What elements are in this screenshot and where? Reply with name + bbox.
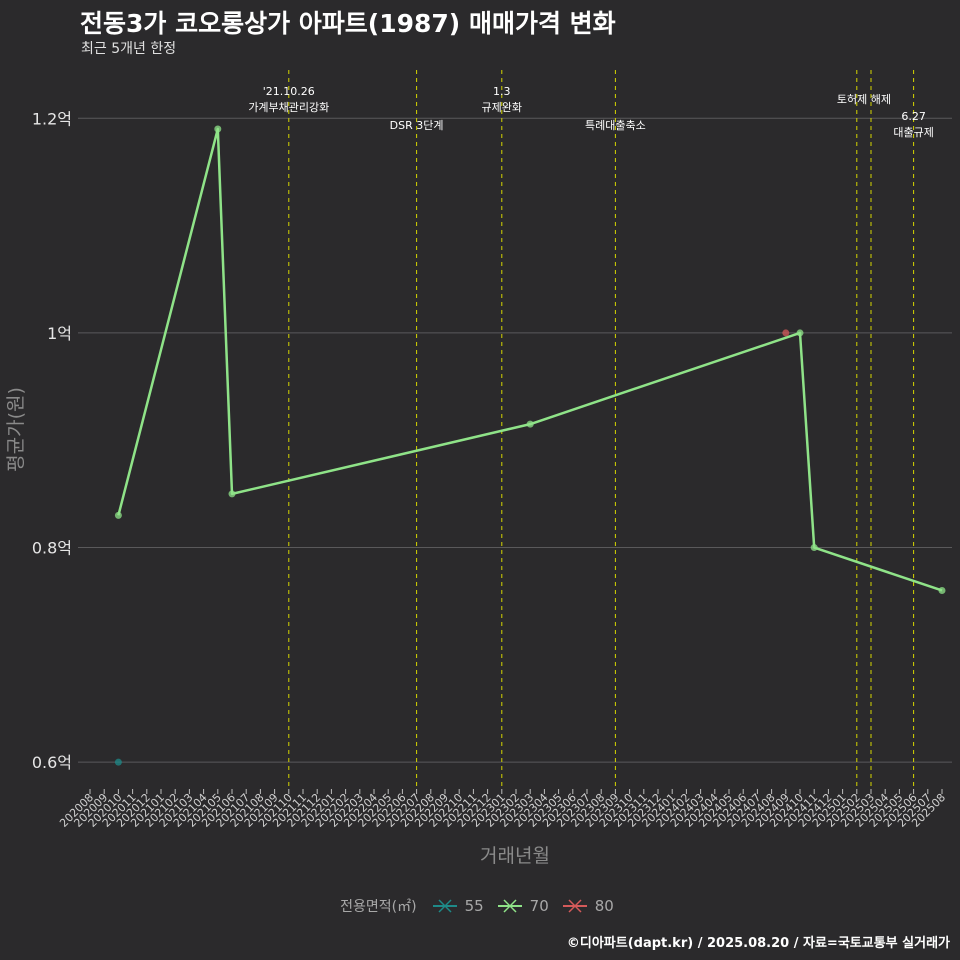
data-point-80	[782, 329, 790, 337]
legend-key-80	[562, 899, 587, 913]
event-label: 규제완화	[482, 101, 522, 114]
event-label: 1.3	[493, 85, 511, 98]
legend-label: 80	[594, 897, 614, 915]
legend-item-80: 80	[561, 896, 614, 916]
data-point-55	[114, 758, 122, 766]
data-point-70	[214, 125, 222, 133]
legend-item-55: 55	[431, 896, 484, 916]
event-label: 대출규제	[893, 126, 933, 139]
data-point-70	[810, 544, 818, 552]
y-tick-label: 0.8억	[32, 539, 72, 558]
data-point-70	[228, 490, 236, 498]
source-caption: ©디아파트(dapt.kr) / 2025.08.20 / 자료=국토교통부 실…	[566, 936, 950, 951]
legend-key-70	[497, 899, 522, 913]
data-point-70	[114, 511, 122, 519]
series-line-70	[117, 127, 943, 592]
y-tick-label: 1.2억	[32, 109, 72, 128]
data-point-70	[526, 420, 534, 428]
data-point-70	[938, 586, 946, 594]
y-tick-label: 0.6억	[32, 753, 72, 772]
y-tick-label: 1억	[47, 324, 72, 343]
legend-item-70: 70	[496, 896, 549, 916]
x-axis-label: 거래년월	[480, 845, 550, 867]
event-label: 6.27	[901, 110, 926, 123]
legend: 전용면적(㎡) 55 70 80	[0, 896, 960, 916]
data-point-70	[796, 329, 804, 337]
chart-title: 전동3가 코오롱상가 아파트(1987) 매매가격 변화	[80, 9, 616, 38]
legend-label: 55	[464, 897, 484, 915]
event-label: 가계부채관리강화	[248, 101, 329, 114]
legend-label: 70	[529, 897, 549, 915]
event-label: '21.10.26	[263, 85, 315, 98]
chart-subtitle: 최근 5개년 한정	[81, 41, 177, 57]
legend-title: 전용면적(㎡)	[340, 899, 417, 915]
event-label: DSR 3단계	[390, 119, 444, 132]
event-label: 토허제 해제	[837, 92, 891, 106]
event-label: 특례대출축소	[585, 119, 646, 132]
legend-key-55	[432, 899, 457, 913]
y-axis-label: 평균가(원)	[5, 387, 27, 472]
